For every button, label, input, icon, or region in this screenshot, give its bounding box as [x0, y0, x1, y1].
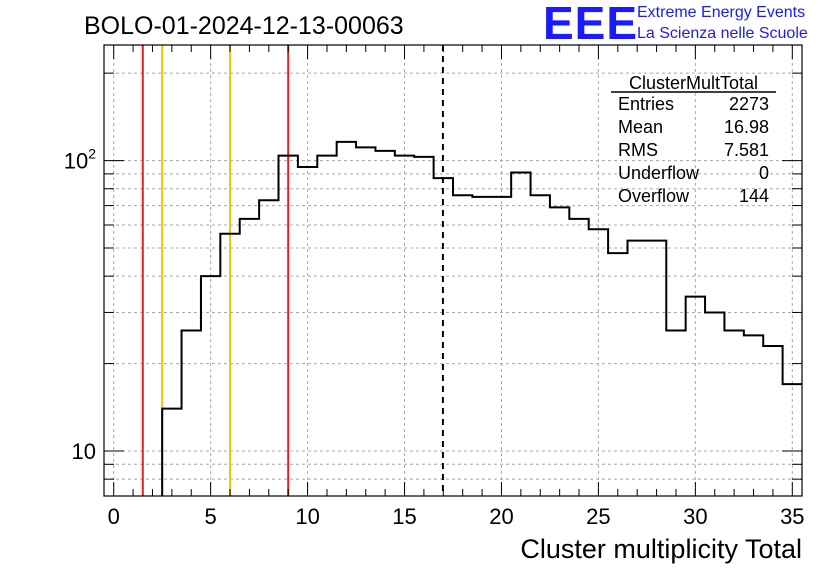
stats-title: ClusterMultTotal: [629, 73, 758, 93]
histogram-bin: [434, 178, 453, 496]
eee-logo-mark: EEE: [543, 0, 639, 49]
frame-layer: [103, 44, 803, 497]
histogram-bin: [628, 241, 647, 496]
stats-row-label: Underflow: [618, 163, 700, 183]
x-tick-label: 20: [489, 504, 513, 529]
stats-row-value: 144: [739, 186, 769, 206]
histogram-bin: [744, 335, 763, 496]
histogram-bin: [705, 312, 724, 496]
histogram-bin: [608, 253, 627, 496]
chart-title: BOLO-01-2024-12-13-00063: [84, 12, 404, 40]
logo-line-1: Extreme Energy Events: [637, 4, 806, 21]
histogram-bin: [763, 346, 782, 496]
histogram-layer: [161, 140, 802, 496]
histogram-bin: [220, 234, 239, 496]
histogram-bin: [337, 142, 356, 496]
stats-row-label: Overflow: [618, 186, 690, 206]
stats-row-value: 0: [759, 163, 769, 183]
histogram-bin: [414, 157, 433, 496]
histogram-bin: [589, 229, 608, 496]
histogram-bin: [395, 156, 414, 496]
histogram-bin: [569, 219, 588, 496]
stats-row-label: RMS: [618, 140, 658, 160]
x-tick-label: 5: [205, 504, 217, 529]
tick-labels-layer: 0 5 10 15 20 25 30 35 10 102: [64, 146, 805, 529]
stats-row-value: 7.581: [724, 140, 769, 160]
histogram-bin: [724, 330, 743, 496]
ticks-layer: [104, 45, 802, 497]
histogram-bin: [201, 276, 220, 496]
x-tick-label: 0: [108, 504, 120, 529]
histogram-bin: [511, 172, 530, 496]
histogram-bin: [453, 195, 472, 496]
histogram-bin: [298, 167, 317, 496]
histogram-bin: [259, 200, 278, 496]
histogram-bin: [182, 330, 201, 496]
x-tick-label: 10: [295, 504, 319, 529]
histogram-outline: [161, 140, 802, 496]
histogram-bin: [492, 197, 511, 496]
histogram-bin: [472, 197, 491, 496]
histogram-bin: [686, 297, 705, 496]
histogram-bin: [162, 409, 181, 496]
histogram-bin: [356, 147, 375, 496]
x-tick-label: 35: [780, 504, 804, 529]
y-tick-label: 102: [64, 146, 96, 174]
histogram-bin: [531, 195, 550, 496]
logo-line-2: La Scienza nelle Scuole: [637, 25, 808, 42]
stats-row-value: 2273: [729, 94, 769, 114]
x-axis-label: Cluster multiplicity Total: [520, 534, 802, 564]
x-tick-label: 25: [586, 504, 610, 529]
histogram-bin: [279, 156, 298, 496]
histogram-bin: [375, 151, 394, 496]
stats-row-label: Entries: [618, 94, 674, 114]
plot-frame: [103, 44, 803, 497]
y-tick-label: 10: [72, 439, 96, 464]
stats-row-label: Mean: [618, 117, 663, 137]
x-tick-label: 30: [683, 504, 707, 529]
histogram-bin: [647, 241, 666, 496]
stats-row-value: 16.98: [724, 117, 769, 137]
histogram-bin: [317, 156, 336, 496]
histogram-bin: [240, 219, 259, 496]
x-tick-label: 15: [392, 504, 416, 529]
histogram-bin: [550, 207, 569, 496]
histogram-bin: [666, 330, 685, 496]
